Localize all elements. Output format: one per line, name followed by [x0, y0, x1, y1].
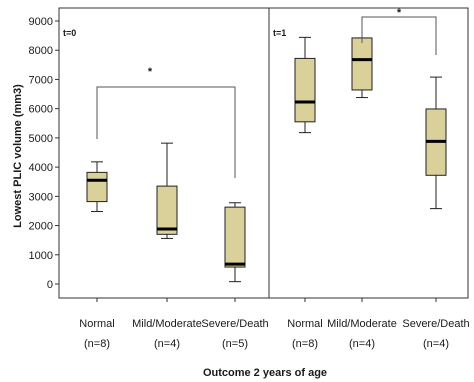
panel: t=1 * [273, 7, 447, 210]
box-group [86, 161, 108, 213]
y-tick-label: 8000 [29, 45, 53, 57]
category-label: Mild/Moderate [327, 318, 397, 330]
category-n-label: (n=8) [292, 338, 318, 350]
y-tick-label: 2000 [29, 221, 53, 233]
y-tick-label: 1000 [29, 250, 53, 262]
category-label: Severe/Death [201, 318, 268, 330]
y-tick-label: 0 [47, 279, 53, 291]
panel-label: t=1 [273, 28, 286, 38]
box [156, 185, 178, 235]
panels: t=0 * t=1 * [63, 7, 447, 283]
box-group [294, 36, 316, 134]
box [351, 37, 373, 91]
significance-star: * [397, 7, 402, 19]
category-n-label: (n=4) [154, 338, 180, 350]
category-n-label: (n=4) [349, 338, 375, 350]
y-tick-label: 6000 [29, 104, 53, 116]
box [294, 57, 316, 123]
category-n-label: (n=8) [84, 338, 110, 350]
y-tick-label: 9000 [29, 16, 53, 28]
plot-border [58, 7, 469, 299]
y-tick-label: 4000 [29, 162, 53, 174]
box [86, 171, 108, 203]
box-group [224, 202, 246, 283]
significance-star: * [148, 66, 153, 78]
significance-bracket [361, 16, 437, 55]
significance-bracket [96, 86, 236, 178]
category-label: Severe/Death [402, 318, 469, 330]
plot-frame [58, 7, 469, 299]
y-tick-label: 3000 [29, 191, 53, 203]
x-axis-title: Outcome 2 years of age [203, 367, 327, 379]
box [224, 206, 246, 268]
category-label: Normal [79, 318, 114, 330]
category-label: Normal [287, 318, 322, 330]
category-n-label: (n=4) [423, 338, 449, 350]
box-group [156, 142, 178, 239]
box-group [351, 37, 373, 99]
category-label: Mild/Moderate [132, 318, 202, 330]
category-n-label: (n=5) [222, 338, 248, 350]
y-axis-title: Lowest PLIC volume (mm3) [12, 84, 24, 228]
y-axis: 0 1000 2000 3000 4000 5000 6000 7000 8000 9000 [29, 16, 59, 291]
box-group [425, 76, 447, 210]
y-tick-label: 7000 [29, 74, 53, 86]
y-tick-label: 5000 [29, 133, 53, 145]
x-axis-labels: Normal (n=8) Mild/Moderate (n=4) Severe/Deat… [79, 298, 470, 350]
panel: t=0 * [63, 28, 246, 283]
panel-label: t=0 [63, 28, 76, 38]
